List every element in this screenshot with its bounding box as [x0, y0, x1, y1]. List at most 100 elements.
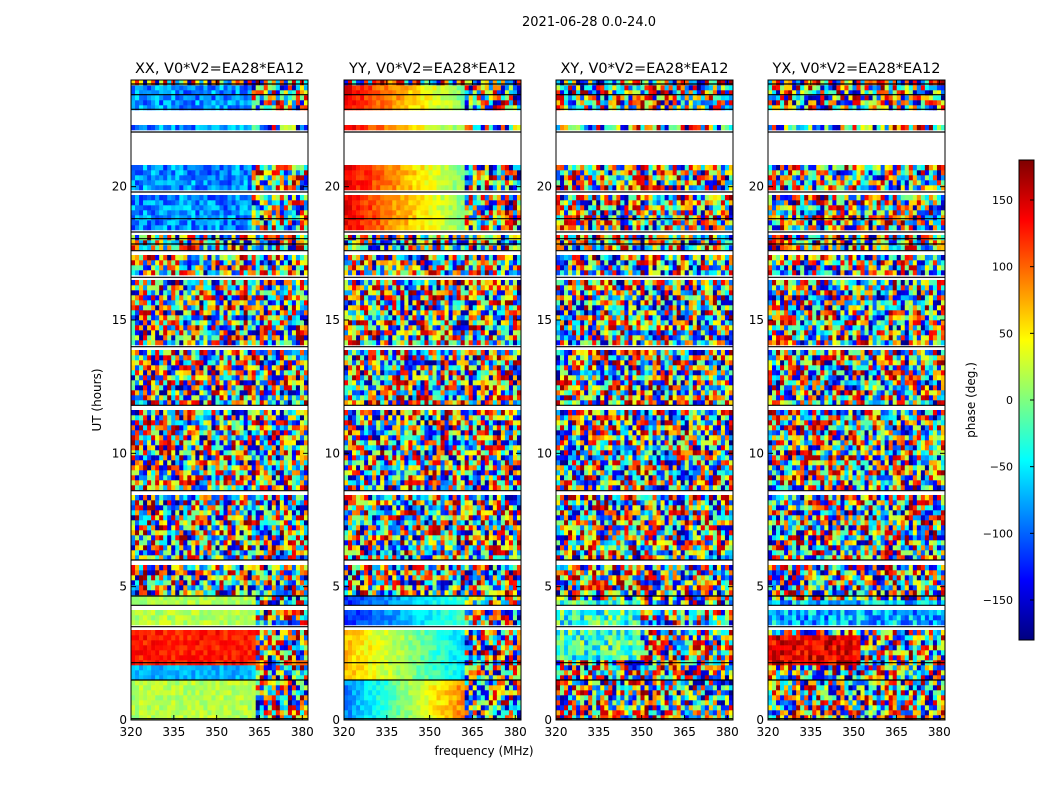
- heatmap-cell: [203, 200, 208, 206]
- heatmap-cell: [231, 420, 236, 426]
- heatmap-cell: [135, 620, 140, 626]
- heatmap-cell: [151, 265, 156, 271]
- heatmap-cell: [215, 285, 220, 291]
- heatmap-cell: [203, 655, 208, 661]
- heatmap-cell: [267, 210, 273, 216]
- heatmap-cell: [171, 340, 176, 346]
- heatmap-cell: [223, 445, 228, 451]
- heatmap-cell: [267, 510, 273, 516]
- heatmap-cell: [139, 525, 144, 531]
- heatmap-cell: [183, 445, 188, 451]
- heatmap-cell: [175, 425, 180, 431]
- heatmap-cell: [199, 705, 204, 711]
- heatmap-cell: [247, 310, 252, 316]
- heatmap-cell: [183, 675, 188, 681]
- heatmap-cell: [271, 360, 277, 366]
- heatmap-cell: [191, 445, 196, 451]
- heatmap-cell: [187, 185, 192, 191]
- heatmap-cell: [291, 635, 297, 641]
- heatmap-cell: [303, 325, 309, 331]
- heatmap-cell: [135, 185, 140, 191]
- heatmap-cell: [215, 245, 220, 251]
- heatmap-cell: [139, 415, 144, 421]
- heatmap-cell: [215, 555, 220, 561]
- heatmap-cell: [131, 470, 136, 476]
- heatmap-cell: [135, 235, 140, 241]
- heatmap-cell: [135, 520, 140, 526]
- heatmap-cell: [243, 235, 248, 241]
- heatmap-cell: [239, 215, 244, 221]
- heatmap-cell: [203, 235, 208, 241]
- heatmap-cell: [139, 550, 144, 556]
- heatmap-cell: [159, 315, 164, 321]
- heatmap-cell: [131, 95, 136, 101]
- heatmap-cell: [291, 285, 297, 291]
- heatmap-cell: [267, 195, 273, 201]
- heatmap-cell: [207, 715, 212, 721]
- heatmap-cell: [283, 375, 289, 381]
- heatmap-cell: [263, 385, 269, 391]
- heatmap-cell: [163, 455, 168, 461]
- heatmap-cell: [263, 255, 269, 261]
- heatmap-cell: [303, 370, 309, 376]
- heatmap-cell: [223, 620, 228, 626]
- heatmap-cell: [255, 360, 261, 366]
- heatmap-cell: [227, 615, 232, 621]
- heatmap-cell: [139, 235, 144, 241]
- heatmap-cell: [303, 590, 309, 596]
- heatmap-cell: [275, 470, 281, 476]
- heatmap-cell: [131, 210, 136, 216]
- heatmap-cell: [199, 180, 204, 186]
- heatmap-cell: [163, 430, 168, 436]
- heatmap-cell: [195, 570, 200, 576]
- heatmap-cell: [267, 545, 273, 551]
- heatmap-cell: [259, 435, 265, 441]
- heatmap-cell: [231, 615, 236, 621]
- heatmap-cell: [436, 705, 441, 711]
- heatmap-cell: [259, 320, 265, 326]
- heatmap-cell: [151, 280, 156, 286]
- heatmap-cell: [219, 90, 224, 96]
- heatmap-cell: [239, 705, 244, 711]
- heatmap-cell: [251, 430, 256, 436]
- heatmap-cell: [287, 470, 293, 476]
- heatmap-cell: [291, 260, 297, 266]
- heatmap-cell: [303, 685, 309, 691]
- heatmap-cell: [159, 470, 164, 476]
- heatmap-cell: [179, 400, 184, 406]
- heatmap-cell: [211, 90, 216, 96]
- heatmap-cell: [275, 465, 281, 471]
- heatmap-cell: [275, 195, 281, 201]
- heatmap-cell: [135, 295, 140, 301]
- heatmap-cell: [163, 595, 168, 601]
- heatmap-cell: [215, 320, 220, 326]
- heatmap-cell: [139, 280, 144, 286]
- heatmap-cell: [247, 400, 252, 406]
- heatmap-cell: [171, 100, 176, 106]
- heatmap-cell: [243, 600, 248, 606]
- heatmap-cell: [163, 325, 168, 331]
- heatmap-cell: [259, 165, 265, 171]
- heatmap-cell: [235, 645, 240, 651]
- heatmap-cell: [219, 640, 224, 646]
- heatmap-cell: [171, 365, 176, 371]
- heatmap-cell: [299, 520, 305, 526]
- heatmap-cell: [195, 500, 200, 506]
- heatmap-cell: [155, 470, 160, 476]
- heatmap-cell: [247, 340, 252, 346]
- heatmap-cell: [135, 375, 140, 381]
- heatmap-cell: [163, 575, 168, 581]
- heatmap-cell: [191, 125, 196, 131]
- heatmap-cell: [279, 715, 285, 721]
- heatmap-cell: [227, 640, 232, 646]
- heatmap-cell: [283, 700, 289, 706]
- heatmap-cell: [179, 690, 184, 696]
- heatmap-cell: [147, 180, 152, 186]
- heatmap-cell: [476, 710, 482, 716]
- heatmap-cell: [159, 655, 164, 661]
- heatmap-cell: [143, 360, 148, 366]
- heatmap-cell: [235, 470, 240, 476]
- heatmap-cell: [155, 165, 160, 171]
- panel-title: XX, V0*V2=EA28*EA12: [135, 61, 304, 77]
- heatmap-cell: [259, 90, 265, 96]
